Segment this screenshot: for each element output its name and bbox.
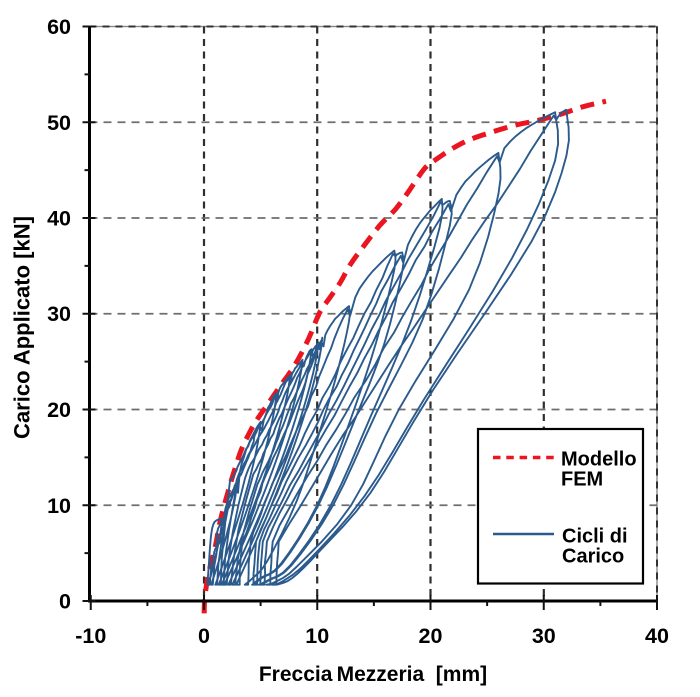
svg-text:30: 30 [532, 624, 556, 648]
svg-text:Freccia Mezzeria [mm]: Freccia Mezzeria [mm] [259, 663, 487, 686]
svg-text:60: 60 [47, 15, 71, 39]
svg-text:10: 10 [47, 494, 71, 518]
svg-text:10: 10 [305, 624, 329, 648]
svg-text:Carico: Carico [562, 546, 624, 568]
svg-text:Cicli di: Cicli di [562, 526, 628, 548]
svg-text:30: 30 [47, 302, 71, 326]
svg-text:20: 20 [47, 398, 71, 422]
svg-text:50: 50 [47, 111, 71, 135]
svg-text:Carico Applicato [kN]: Carico Applicato [kN] [10, 216, 35, 439]
svg-text:0: 0 [59, 590, 71, 614]
svg-text:40: 40 [645, 624, 669, 648]
svg-text:0: 0 [198, 624, 210, 648]
svg-text:Modello: Modello [561, 449, 637, 471]
svg-text:40: 40 [47, 207, 71, 231]
svg-text:-10: -10 [75, 624, 106, 648]
svg-text:FEM: FEM [561, 469, 603, 491]
svg-text:20: 20 [419, 624, 443, 648]
